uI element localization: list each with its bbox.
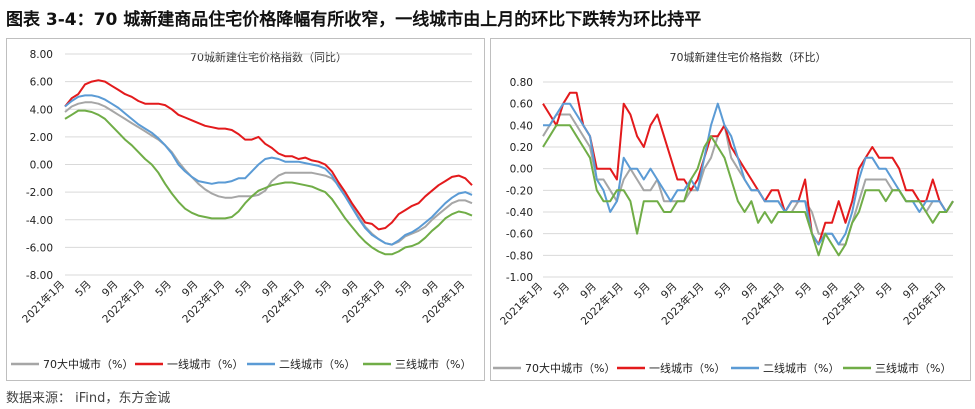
x-tick-label: 5月 xyxy=(313,279,334,300)
y-tick-label: -2.00 xyxy=(26,187,53,199)
series-line-1 xyxy=(64,101,473,246)
legend-label: 70大中城市（%） xyxy=(525,361,615,375)
y-tick-label: 6.00 xyxy=(30,77,53,89)
series-line-4 xyxy=(64,109,473,256)
legend-label: 70大中城市（%） xyxy=(43,357,133,371)
x-tick-label: 5月 xyxy=(73,279,94,300)
legend-label: 二线城市（%） xyxy=(763,361,839,375)
x-tick-label: 9月 xyxy=(820,281,841,302)
x-tick-label: 9月 xyxy=(659,281,680,302)
y-tick-label: 8.00 xyxy=(30,49,53,61)
y-tick-label: 0.20 xyxy=(510,142,533,154)
x-tick-label: 5月 xyxy=(793,281,814,302)
y-tick-label: 0.40 xyxy=(510,120,533,132)
x-tick-label: 9月 xyxy=(740,281,761,302)
figure-title: 图表 3-4：70 城新建商品住宅价格降幅有所收窄，一线城市由上月的环比下跌转为… xyxy=(6,10,702,30)
x-tick-label: 9月 xyxy=(100,279,121,300)
chart-title: 70城新建住宅价格指数（同比） xyxy=(190,50,347,64)
x-tick-label: 9月 xyxy=(578,281,599,302)
legend-label: 一线城市（%） xyxy=(649,361,725,375)
x-tick-label: 5月 xyxy=(551,281,572,302)
yoy-chart-panel: 70城新建住宅价格指数（同比） 8.00 6.00 4.00 2.00 0.00 -2.00… xyxy=(6,38,485,381)
x-tick-label: 5月 xyxy=(153,279,174,300)
y-tick-label: -6.00 xyxy=(26,242,53,254)
y-tick-label: -0.80 xyxy=(506,250,533,262)
x-tick-label: 9月 xyxy=(260,279,281,300)
mom-chart-panel: 70城新建住宅价格指数（环比） 0.80 0.60 0.40 0.20 0.00 -0.20… xyxy=(490,38,971,381)
y-tick-label: 0.60 xyxy=(510,99,533,111)
y-tick-label: 4.00 xyxy=(30,104,53,116)
x-tick-label: 9月 xyxy=(180,279,201,300)
x-tick-label: 2021年1月 xyxy=(19,278,67,326)
y-tick-label: 0.00 xyxy=(30,160,53,172)
mom-line-chart: 70城新建住宅价格指数（环比） 0.80 0.60 0.40 0.20 0.00 -0.20… xyxy=(493,50,954,375)
chart-title: 70城新建住宅价格指数（环比） xyxy=(670,50,827,64)
y-tick-label: 2.00 xyxy=(30,132,53,144)
series-line-2 xyxy=(64,79,473,231)
y-tick-label: -0.60 xyxy=(506,229,533,241)
legend-label: 一线城市（%） xyxy=(167,357,243,371)
x-tick-label: 5月 xyxy=(632,281,653,302)
y-tick-label: 0.00 xyxy=(510,164,533,176)
x-tick-label: 9月 xyxy=(340,279,361,300)
x-tick-label: 2021年1月 xyxy=(497,280,545,328)
y-tick-label: -0.40 xyxy=(506,207,533,219)
y-tick-label: -8.00 xyxy=(26,270,53,282)
yoy-line-chart: 70城新建住宅价格指数（同比） 8.00 6.00 4.00 2.00 0.00 -2.00… xyxy=(11,49,473,371)
series-line-3 xyxy=(543,102,954,246)
y-tick-label: 0.80 xyxy=(510,77,533,89)
x-tick-label: 5月 xyxy=(233,279,254,300)
x-tick-label: 5月 xyxy=(393,279,414,300)
y-tick-label: -1.00 xyxy=(506,272,533,284)
x-tick-label: 5月 xyxy=(713,281,734,302)
series-line-4 xyxy=(542,124,954,257)
legend-label: 三线城市（%） xyxy=(395,357,471,371)
series-line-2 xyxy=(542,91,954,246)
legend-label: 二线城市（%） xyxy=(279,357,355,371)
data-source: 数据来源： iFind，东方金诚 xyxy=(6,391,171,406)
x-tick-label: 9月 xyxy=(420,279,441,300)
x-tick-label: 5月 xyxy=(874,281,895,302)
y-tick-label: -0.20 xyxy=(506,185,533,197)
legend-label: 三线城市（%） xyxy=(875,361,951,375)
y-tick-label: -4.00 xyxy=(26,215,53,227)
x-tick-label: 9月 xyxy=(901,281,922,302)
series-line-3 xyxy=(64,94,473,246)
